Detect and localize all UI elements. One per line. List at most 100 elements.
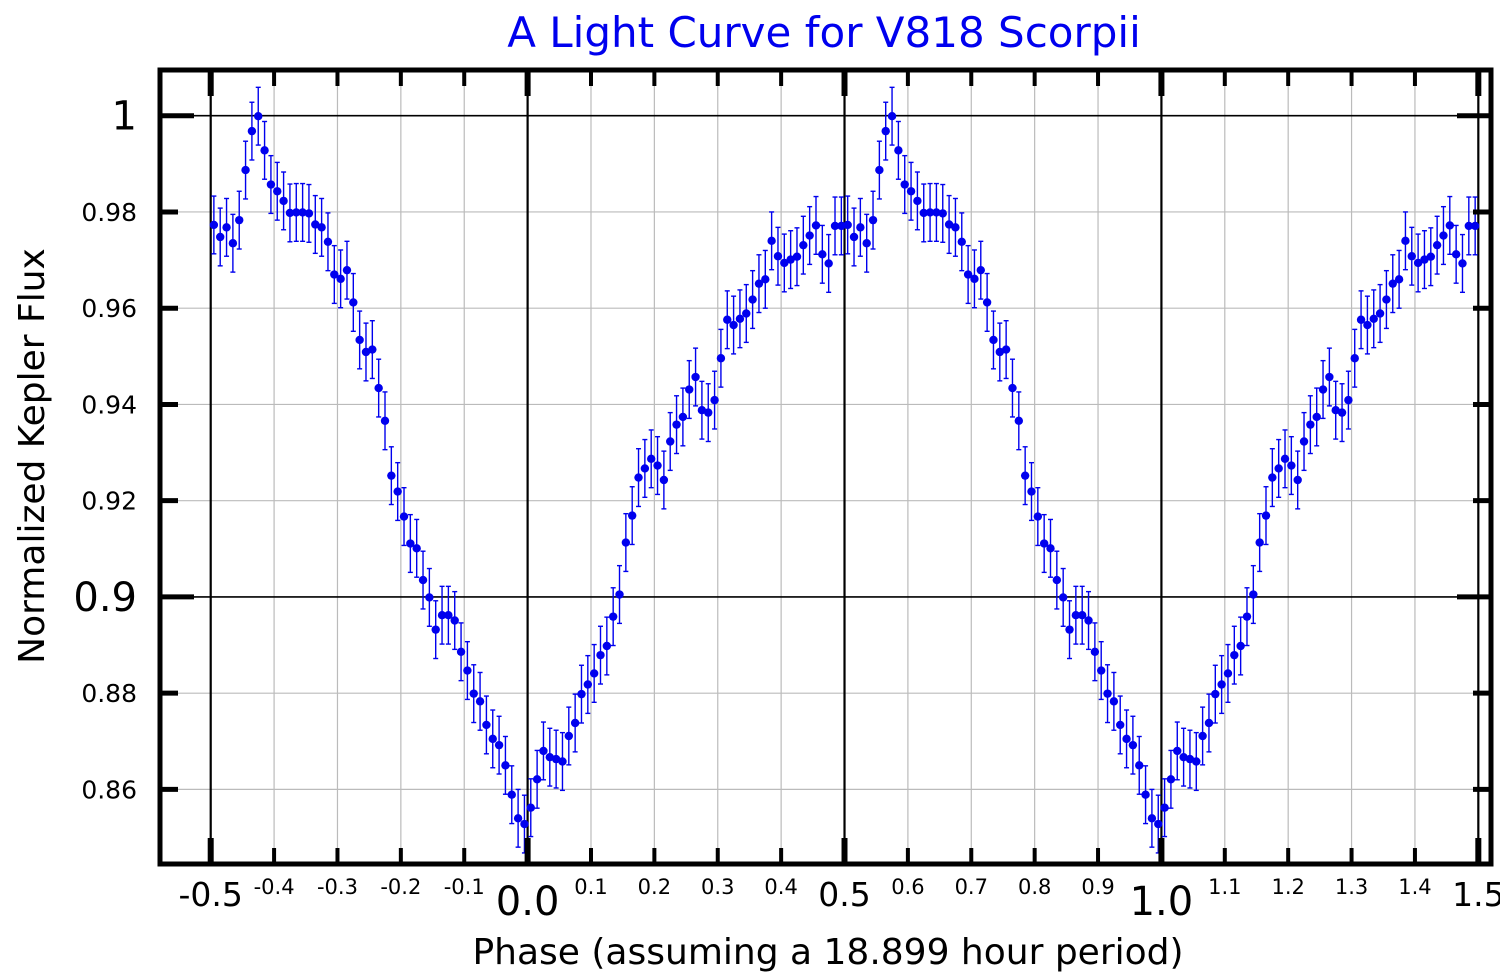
data-point — [475, 697, 485, 706]
data-point — [254, 111, 263, 121]
data-point — [843, 220, 852, 230]
data-point — [507, 790, 516, 799]
data-point — [1185, 754, 1195, 764]
data-point — [1084, 616, 1093, 625]
data-point — [1331, 406, 1340, 415]
data-point — [1039, 539, 1049, 548]
data-point — [444, 611, 453, 620]
data-point — [532, 775, 542, 784]
data-point — [729, 320, 738, 330]
data-point — [824, 259, 833, 268]
data-point — [1058, 593, 1068, 602]
data-point — [1451, 250, 1461, 259]
data-point — [1432, 240, 1442, 250]
data-point — [501, 761, 510, 770]
data-point — [830, 221, 840, 231]
x-tick-label-m0p3: -0.3 — [317, 875, 358, 899]
major-gridlines — [160, 70, 1491, 864]
data-point — [1122, 734, 1131, 744]
data-point — [1001, 345, 1011, 354]
data-point — [1223, 669, 1233, 678]
data-point — [1109, 697, 1119, 706]
data-point — [1077, 611, 1087, 620]
data-point — [323, 237, 333, 246]
x-tick-label-1p1: 1.1 — [1208, 875, 1241, 899]
y-tick-label-0p88: 0.88 — [81, 679, 137, 708]
data-point — [247, 126, 257, 136]
x-tick-labels: -0.5 -0.4 -0.3 -0.2 -0.1 0.0 0.1 0.2 0.3 0.4 0.5 0.… — [179, 875, 1500, 925]
data-point — [482, 720, 491, 730]
data-point — [273, 187, 282, 196]
y-tick-label-0p92: 0.92 — [81, 487, 137, 516]
data-point — [463, 666, 472, 675]
data-point — [494, 740, 504, 750]
data-point — [786, 255, 795, 264]
x-tick-label-m0p5: -0.5 — [179, 875, 243, 914]
data-point — [780, 258, 789, 268]
data-point — [216, 232, 225, 242]
data-point — [995, 347, 1004, 357]
data-point — [1261, 511, 1271, 520]
data-point — [925, 208, 935, 217]
data-point — [330, 270, 339, 279]
data-point — [539, 746, 548, 756]
data-points — [209, 111, 1480, 829]
data-point — [767, 236, 776, 246]
data-point — [1090, 647, 1100, 656]
data-point — [1211, 689, 1220, 699]
y-tick-label-0p96: 0.96 — [81, 294, 137, 323]
data-point — [425, 593, 434, 602]
data-point — [640, 464, 650, 473]
data-point — [1071, 611, 1081, 620]
data-point — [228, 239, 238, 248]
data-point — [1350, 354, 1359, 363]
data-point — [1280, 454, 1290, 464]
y-tick-label-1: 1 — [112, 94, 137, 140]
data-point — [621, 538, 631, 547]
data-point — [1369, 314, 1378, 323]
data-point — [1464, 221, 1474, 231]
data-point — [1147, 814, 1157, 823]
x-tick-label-0p9: 0.9 — [1081, 875, 1114, 899]
chart-title: A Light Curve for V818 Scorpii — [507, 8, 1141, 57]
data-point — [1160, 803, 1169, 812]
tick-marks — [160, 70, 1491, 864]
data-point — [608, 612, 618, 621]
data-point — [412, 544, 421, 553]
data-point — [906, 187, 916, 196]
data-point — [647, 454, 656, 464]
data-point — [1103, 689, 1112, 698]
data-point — [311, 220, 320, 229]
data-point — [678, 412, 688, 422]
x-tick-label-1p3: 1.3 — [1335, 875, 1368, 899]
data-point — [1255, 538, 1264, 547]
x-tick-label-0p1: 0.1 — [574, 875, 607, 899]
data-point — [361, 347, 371, 357]
data-point — [1065, 625, 1074, 634]
data-point — [735, 314, 745, 323]
data-point — [723, 315, 732, 324]
data-point — [1141, 790, 1150, 799]
data-point — [526, 803, 535, 812]
x-tick-label-1p2: 1.2 — [1271, 875, 1304, 899]
data-point — [1388, 279, 1397, 288]
x-tick-label-0p4: 0.4 — [764, 875, 797, 899]
data-point — [1325, 372, 1334, 382]
data-point — [1382, 295, 1391, 304]
x-tick-label-0p2: 0.2 — [638, 875, 671, 899]
data-point — [1046, 544, 1055, 553]
data-point — [564, 731, 574, 741]
data-point — [285, 208, 295, 218]
data-point — [627, 511, 637, 520]
data-point — [368, 345, 377, 354]
data-point — [951, 223, 960, 232]
data-point — [1363, 320, 1372, 330]
data-point — [1299, 437, 1309, 446]
data-point — [1439, 231, 1448, 240]
data-point — [1470, 221, 1480, 231]
data-point — [716, 354, 726, 363]
data-point — [1020, 471, 1030, 480]
data-point — [875, 165, 884, 175]
data-point — [818, 250, 827, 259]
data-point — [1154, 819, 1163, 829]
